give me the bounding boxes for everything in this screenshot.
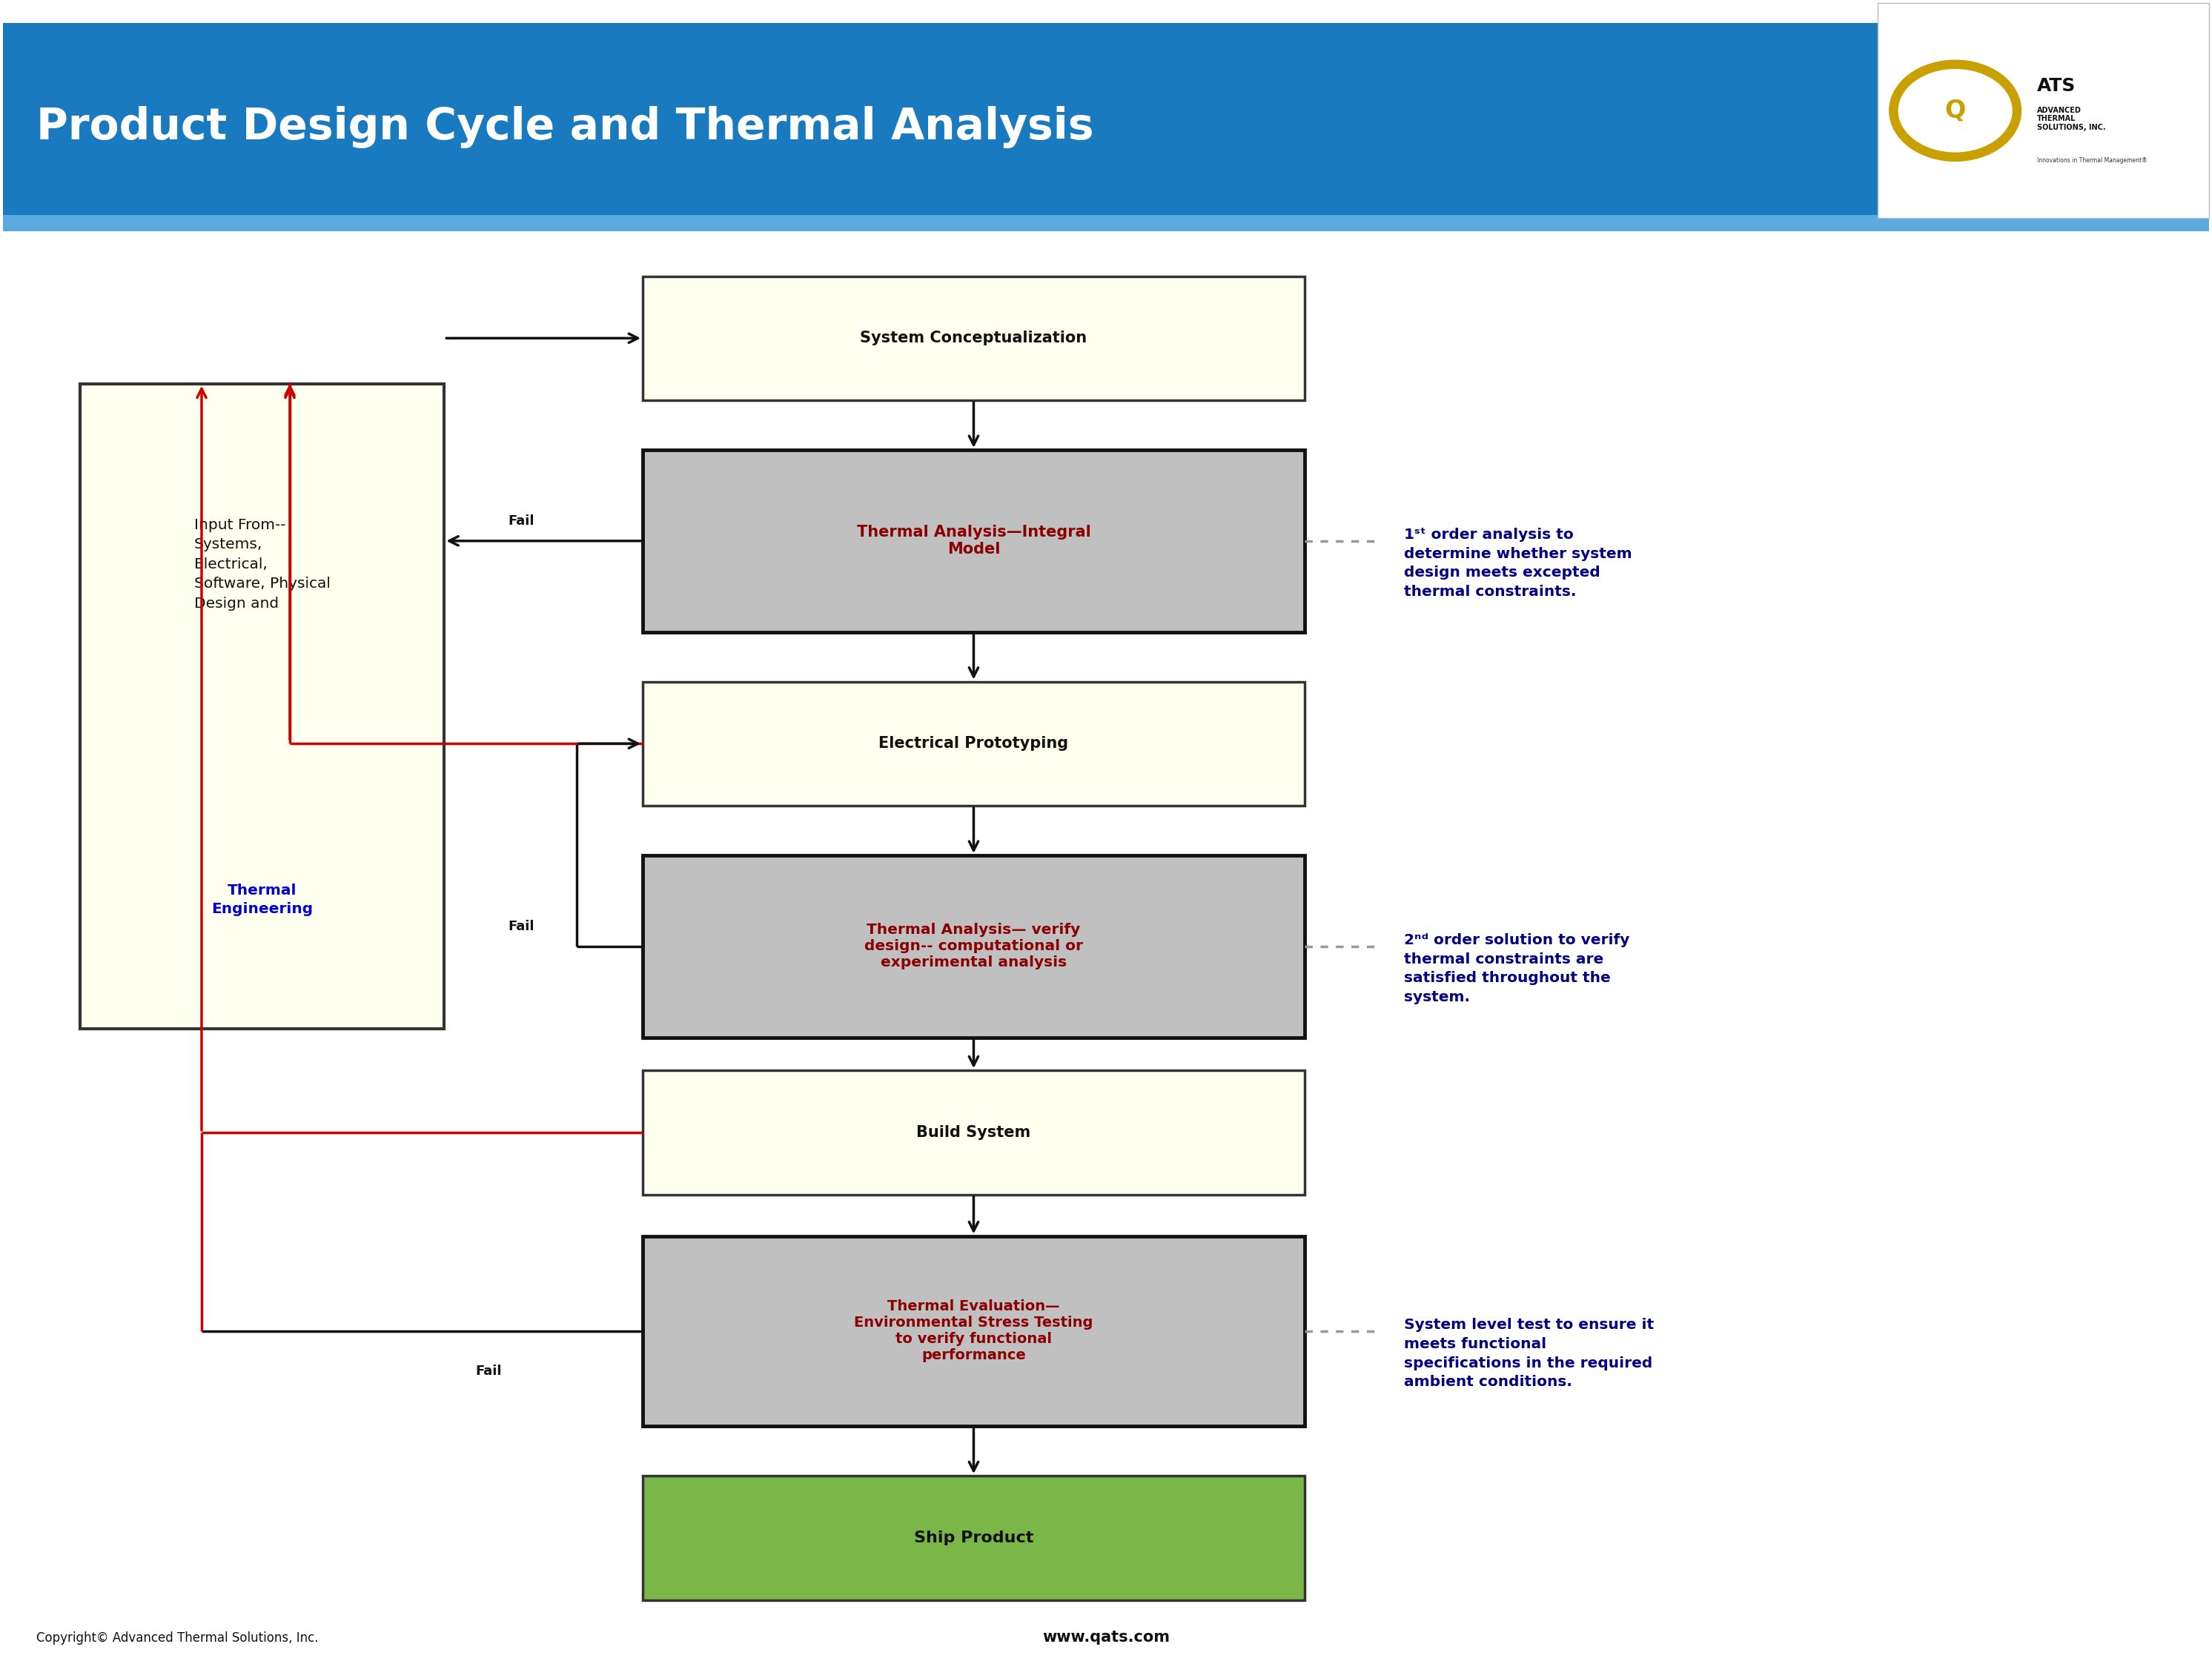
Text: Thermal
Engineering: Thermal Engineering [212, 884, 314, 917]
Text: ATS: ATS [2037, 76, 2075, 95]
Text: ADVANCED
THERMAL
SOLUTIONS, INC.: ADVANCED THERMAL SOLUTIONS, INC. [2037, 106, 2106, 131]
FancyBboxPatch shape [644, 1477, 1305, 1600]
Text: Ship Product: Ship Product [914, 1530, 1033, 1545]
FancyBboxPatch shape [644, 855, 1305, 1038]
FancyBboxPatch shape [80, 384, 445, 1030]
Text: Copyright© Advanced Thermal Solutions, Inc.: Copyright© Advanced Thermal Solutions, I… [35, 1631, 319, 1644]
Bar [2, 3, 1878, 218]
Text: Thermal Analysis—Integral
Model: Thermal Analysis—Integral Model [856, 525, 1091, 556]
Text: 1ˢᵗ order analysis to
determine whether system
design meets excepted
thermal con: 1ˢᵗ order analysis to determine whether … [1405, 528, 1632, 600]
Bar [2, 214, 2210, 231]
FancyBboxPatch shape [644, 450, 1305, 631]
FancyBboxPatch shape [644, 1070, 1305, 1194]
Text: Innovations in Thermal Management®: Innovations in Thermal Management® [2037, 156, 2148, 164]
Text: System Conceptualization: System Conceptualization [860, 331, 1086, 345]
Text: www.qats.com: www.qats.com [1042, 1629, 1170, 1644]
Text: Build System: Build System [916, 1124, 1031, 1139]
Text: Thermal Analysis— verify
design-- computational or
experimental analysis: Thermal Analysis— verify design-- comput… [865, 924, 1084, 970]
Text: 2ⁿᵈ order solution to verify
thermal constraints are
satisfied throughout the
sy: 2ⁿᵈ order solution to verify thermal con… [1405, 933, 1630, 1005]
FancyBboxPatch shape [644, 276, 1305, 400]
Text: System level test to ensure it
meets functional
specifications in the required
a: System level test to ensure it meets fun… [1405, 1317, 1655, 1389]
Text: Fail: Fail [509, 515, 535, 528]
Text: Thermal Evaluation—
Environmental Stress Testing
to verify functional
performanc: Thermal Evaluation— Environmental Stress… [854, 1299, 1093, 1362]
Bar [2, 3, 2210, 23]
Text: Q: Q [1944, 98, 1966, 123]
Text: Product Design Cycle and Thermal Analysis: Product Design Cycle and Thermal Analysi… [35, 106, 1093, 148]
FancyBboxPatch shape [644, 1236, 1305, 1427]
Text: Fail: Fail [476, 1364, 502, 1377]
Bar [1878, 3, 2210, 218]
FancyBboxPatch shape [644, 681, 1305, 806]
Text: Fail: Fail [509, 920, 535, 933]
Text: Electrical Prototyping: Electrical Prototyping [878, 736, 1068, 751]
Text: Input From--
Systems,
Electrical,
Software, Physical
Design and: Input From-- Systems, Electrical, Softwa… [195, 518, 330, 611]
